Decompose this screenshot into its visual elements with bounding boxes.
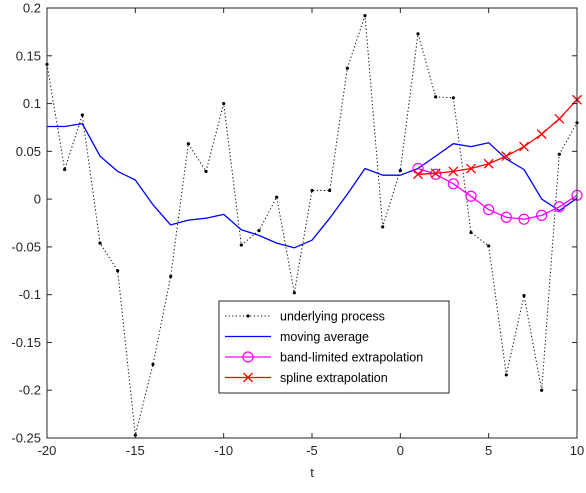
x-marker-stroke (466, 163, 476, 174)
y-tick-label: 0 (34, 192, 41, 207)
legend-marker (246, 314, 250, 318)
data-point-underlying-process (540, 388, 544, 392)
data-point-underlying-process (328, 188, 332, 193)
data-point-underlying-process (381, 225, 385, 229)
data-point-spline-extrapolation (483, 158, 494, 169)
data-point-spline-extrapolation (519, 141, 529, 152)
x-marker-stroke (413, 169, 423, 180)
x-marker-stroke (501, 151, 512, 162)
x-tick-label: -10 (214, 443, 233, 458)
x-marker-stroke (430, 168, 441, 179)
x-tick-label: 10 (570, 443, 584, 458)
data-point-spline-extrapolation (466, 163, 476, 174)
data-point-underlying-process (487, 244, 491, 248)
axes-layer: -20 -15 -10 -5 0 5 10 -0.25 -0.2 -0.15 -0.1 -0.05 0 0… (11, 1, 584, 459)
data-point-underlying-process (98, 241, 102, 245)
series-spline-extrapolation (413, 94, 582, 180)
series-layer (45, 14, 583, 437)
x-tick-label: 0 (397, 443, 404, 458)
x-marker-stroke (519, 141, 529, 152)
data-point-underlying-process (275, 195, 279, 199)
data-point-band-limited-extrapolation (447, 178, 459, 190)
data-point-band-limited-extrapolation (553, 201, 565, 213)
series-underlying-process (45, 14, 579, 437)
data-point-underlying-process (451, 96, 455, 100)
legend-entry-band-limited-extrapolation: band-limited extrapolation (225, 351, 423, 365)
x-tick-label: 5 (485, 443, 492, 458)
data-point-spline-extrapolation (554, 113, 565, 124)
x-axis-label: t (310, 465, 314, 480)
data-point-spline-extrapolation (536, 129, 547, 140)
data-point-underlying-process (434, 95, 438, 99)
legend-label: underlying process (280, 310, 385, 324)
data-point-band-limited-extrapolation (536, 209, 548, 221)
data-point-underlying-process (80, 113, 84, 117)
y-tick-label: -0.25 (11, 431, 41, 446)
data-point-underlying-process (292, 291, 296, 295)
x-marker-stroke (536, 129, 547, 140)
series-line-moving-average (47, 122, 578, 249)
y-tick-label: -0.15 (11, 335, 41, 350)
legend-marker (242, 351, 254, 363)
data-point-spline-extrapolation (413, 169, 423, 180)
data-point-underlying-process (169, 274, 173, 279)
data-point-spline-extrapolation (448, 166, 459, 177)
data-point-underlying-process (239, 243, 243, 247)
data-point-underlying-process (416, 32, 420, 36)
data-point-band-limited-extrapolation (465, 190, 477, 202)
data-point-underlying-process (222, 101, 226, 106)
legend-entry-moving-average: moving average (225, 330, 369, 344)
legend-entry-underlying-process: underlying process (225, 310, 385, 324)
x-marker-stroke (483, 158, 494, 169)
y-tick-label: 0.15 (16, 48, 41, 63)
data-point-underlying-process (310, 188, 314, 193)
y-tick-label: -0.1 (19, 287, 41, 302)
data-point-spline-extrapolation (501, 151, 512, 162)
data-point-spline-extrapolation (430, 168, 441, 179)
x-marker-stroke (554, 113, 565, 124)
y-tick-label: 0.2 (23, 1, 41, 16)
data-point-underlying-process (116, 269, 120, 273)
data-point-underlying-process (257, 229, 261, 233)
y-tick-label: -0.05 (11, 239, 41, 254)
legend-marker (243, 372, 253, 383)
x-marker-stroke (448, 166, 459, 177)
data-point-underlying-process (398, 168, 402, 173)
x-tick-label: -15 (126, 443, 145, 458)
data-point-underlying-process (204, 169, 208, 173)
data-point-underlying-process (469, 230, 473, 235)
x-tick-label: -20 (38, 443, 57, 458)
legend-entry-spline-extrapolation: spline extrapolation (225, 371, 388, 385)
y-tick-label: 0.05 (16, 144, 41, 159)
data-point-band-limited-extrapolation (518, 213, 530, 225)
y-tick-label: -0.2 (19, 383, 41, 398)
legend-label: moving average (280, 330, 369, 344)
x-tick-label: -5 (306, 443, 318, 458)
series-line-spline-extrapolation (417, 99, 578, 175)
data-point-band-limited-extrapolation (483, 204, 495, 216)
legend-label: band-limited extrapolation (280, 351, 423, 365)
y-tick-label: 0.1 (23, 96, 41, 111)
data-point-underlying-process (557, 152, 561, 156)
data-point-underlying-process (363, 14, 367, 18)
data-point-underlying-process (151, 362, 155, 367)
legend-label: spline extrapolation (280, 371, 388, 385)
data-point-underlying-process (63, 167, 67, 172)
data-point-band-limited-extrapolation (500, 211, 512, 223)
series-moving-average (47, 122, 578, 249)
legend: underlying process moving average band-lim… (218, 300, 450, 394)
series-line-band-limited-extrapolation (417, 167, 578, 220)
data-point-underlying-process (504, 373, 508, 377)
data-point-band-limited-extrapolation (430, 168, 442, 180)
data-point-underlying-process (186, 142, 190, 146)
data-point-underlying-process (345, 66, 349, 70)
x-marker-stroke (243, 372, 253, 383)
data-point-underlying-process (522, 294, 526, 298)
